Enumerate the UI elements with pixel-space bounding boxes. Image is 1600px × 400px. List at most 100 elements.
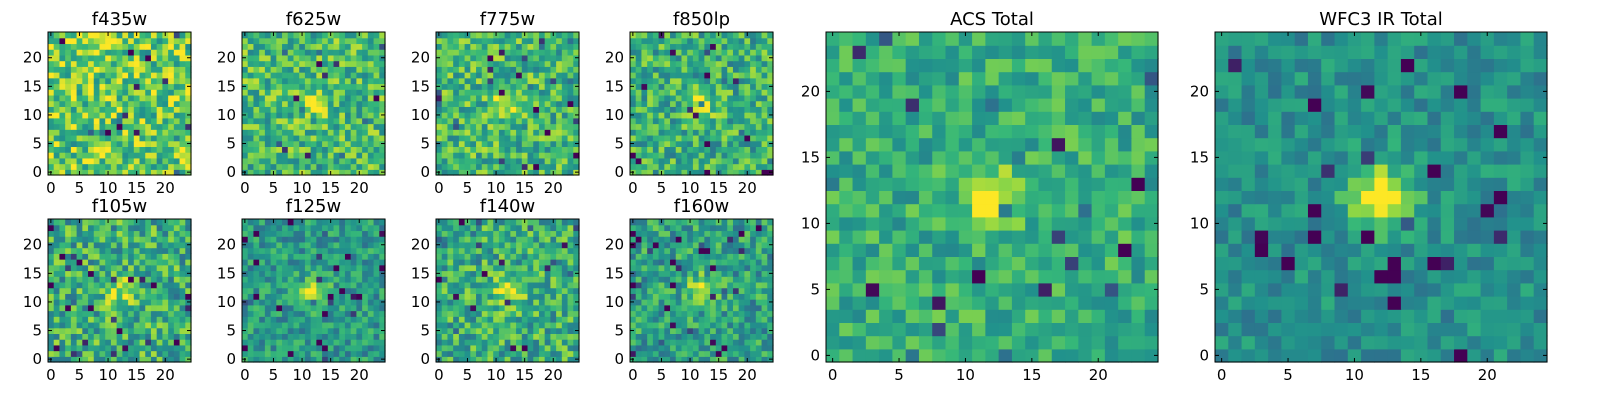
- heatmap-cell: [299, 287, 306, 294]
- heatmap-cell: [681, 276, 688, 283]
- heatmap-cell: [150, 339, 158, 346]
- heatmap-cell: [247, 321, 255, 329]
- heatmap-cell: [487, 333, 494, 340]
- heatmap-cell: [133, 83, 141, 90]
- heatmap-cell: [447, 54, 454, 62]
- heatmap-cell: [70, 304, 78, 312]
- y-tick-label: 15: [217, 77, 236, 95]
- heatmap-cell: [692, 350, 700, 357]
- heatmap-cell: [48, 43, 55, 50]
- heatmap-cell: [270, 89, 277, 96]
- heatmap-cell: [738, 356, 745, 363]
- heatmap-cell: [173, 287, 181, 294]
- heatmap-cell: [481, 304, 489, 312]
- heatmap-cell: [327, 117, 335, 125]
- heatmap-cell: [282, 259, 289, 266]
- heatmap-cell: [521, 230, 529, 237]
- heatmap-cell: [721, 333, 728, 340]
- heatmap-cell: [105, 241, 112, 249]
- heatmap-cell: [82, 344, 89, 352]
- heatmap-cell: [88, 270, 95, 277]
- heatmap-cell: [750, 293, 757, 300]
- heatmap-cell: [93, 276, 101, 283]
- heatmap-cell: [264, 112, 272, 119]
- heatmap-cell: [247, 89, 255, 96]
- heatmap-cell: [367, 129, 375, 136]
- heatmap-cell: [139, 123, 146, 130]
- heatmap-cell: [710, 333, 717, 340]
- heatmap-cell: [116, 100, 123, 107]
- heatmap-cell: [339, 89, 346, 96]
- heatmap-cell: [750, 310, 757, 317]
- heatmap-cell: [367, 169, 375, 176]
- heatmap-cell: [538, 236, 546, 243]
- x-tick-label: 5: [269, 179, 279, 197]
- heatmap-cell: [53, 72, 61, 79]
- heatmap-cell: [647, 169, 654, 176]
- heatmap-cell: [721, 169, 728, 176]
- heatmap-cell: [510, 152, 517, 159]
- heatmap-cell: [145, 134, 152, 142]
- heatmap-cell: [544, 310, 551, 317]
- heatmap-cell: [755, 77, 763, 85]
- heatmap-cell: [333, 339, 340, 346]
- heatmap-cell: [556, 129, 563, 136]
- heatmap-cell: [162, 134, 169, 142]
- heatmap-cell: [310, 321, 317, 329]
- heatmap-cell: [755, 146, 763, 153]
- heatmap-cell: [675, 344, 683, 352]
- heatmap-cell: [333, 327, 340, 334]
- heatmap-cell: [65, 100, 72, 107]
- heatmap-cell: [567, 327, 574, 334]
- heatmap-cell: [527, 112, 534, 119]
- heatmap-cell: [133, 152, 141, 159]
- heatmap-cell: [247, 169, 255, 176]
- heatmap-cell: [630, 281, 637, 289]
- heatmap-cell: [287, 163, 295, 170]
- heatmap-cell: [276, 66, 283, 73]
- heatmap-cell: [516, 169, 523, 176]
- heatmap-cell: [487, 169, 494, 176]
- heatmap-cell: [333, 169, 340, 176]
- heatmap-cell: [493, 43, 500, 50]
- heatmap-cell: [356, 236, 363, 243]
- heatmap-cell: [470, 32, 477, 39]
- heatmap-cell: [641, 276, 648, 283]
- heatmap-cell: [652, 77, 660, 85]
- heatmap-cell: [93, 339, 101, 346]
- heatmap-cell: [538, 281, 546, 289]
- heatmap-cell: [282, 236, 289, 243]
- panel-title: f435w: [92, 9, 147, 30]
- heatmap-cell: [727, 106, 734, 113]
- heatmap-cell: [150, 321, 158, 329]
- heatmap-cell: [498, 54, 506, 62]
- heatmap-cell: [664, 316, 671, 323]
- heatmap-cell: [750, 60, 757, 67]
- heatmap-cell: [630, 146, 637, 153]
- heatmap-cell: [242, 66, 249, 73]
- heatmap-cell: [253, 253, 260, 260]
- heatmap-cell: [664, 293, 671, 300]
- heatmap-cell: [550, 94, 557, 102]
- heatmap-cell: [168, 310, 175, 317]
- heatmap-cell: [767, 66, 774, 73]
- heatmap-cell: [538, 356, 546, 363]
- heatmap-cell: [441, 310, 449, 317]
- heatmap-cell: [527, 106, 534, 113]
- heatmap-cell: [567, 77, 574, 85]
- heatmap-cell: [76, 49, 83, 56]
- heatmap-cell: [299, 236, 306, 243]
- heatmap-cell: [105, 140, 112, 147]
- heatmap-cell: [544, 264, 551, 272]
- heatmap-cell: [122, 350, 129, 357]
- heatmap-cell: [293, 247, 300, 254]
- heatmap-cell: [316, 293, 323, 300]
- heatmap-cell: [367, 117, 375, 125]
- heatmap-cell: [264, 247, 272, 254]
- heatmap-cell: [481, 89, 489, 96]
- heatmap-cell: [521, 100, 529, 107]
- heatmap-cell: [550, 157, 557, 165]
- heatmap-cell: [128, 83, 135, 90]
- heatmap-cell: [65, 316, 72, 323]
- heatmap-cell: [567, 152, 574, 159]
